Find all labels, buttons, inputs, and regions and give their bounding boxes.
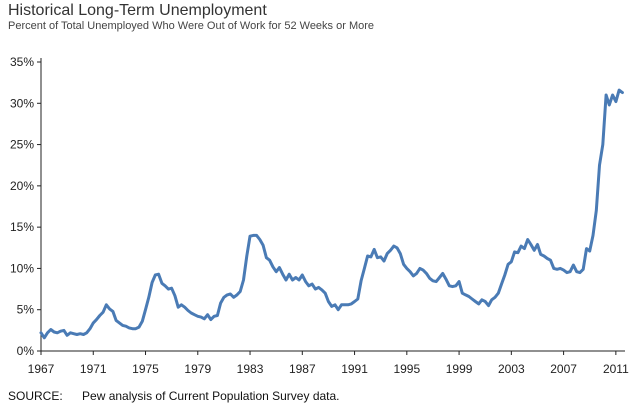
- x-tick-label: 2007: [550, 362, 577, 376]
- y-tick-label: 25%: [10, 138, 34, 152]
- chart-subtitle: Percent of Total Unemployed Who Were Out…: [8, 20, 375, 32]
- source-text: Pew analysis of Current Population Surve…: [82, 389, 340, 403]
- x-tick-label: 1971: [80, 362, 107, 376]
- x-tick-label: 1975: [132, 362, 159, 376]
- line-chart: 0% 5% 10% 15% 20% 25% 30% 35% 1967 1971 1975 1979 19…: [10, 55, 629, 376]
- x-tick-label: 2011: [603, 362, 629, 376]
- x-tick-label: 1999: [446, 362, 473, 376]
- x-tick-label: 1967: [28, 362, 55, 376]
- y-tick-label: 10%: [10, 261, 34, 275]
- source-label: SOURCE:: [8, 389, 63, 403]
- source-note: SOURCE: Pew analysis of Current Populati…: [8, 389, 340, 403]
- y-tick-label: 5%: [17, 303, 35, 317]
- x-tick-label: 1979: [184, 362, 211, 376]
- series-line: [39, 88, 624, 340]
- x-tick-label: 1991: [341, 362, 368, 376]
- y-tick-label: 20%: [10, 179, 34, 193]
- x-tick-label: 1983: [237, 362, 264, 376]
- x-tick-label: 1987: [289, 362, 316, 376]
- chart-title: Historical Long-Term Unemployment: [8, 2, 267, 19]
- y-tick-label: 0%: [17, 344, 35, 358]
- x-tick-label: 1995: [393, 362, 420, 376]
- y-tick-label: 35%: [10, 55, 34, 69]
- y-tick-label: 30%: [10, 96, 34, 110]
- x-tick-label: 2003: [498, 362, 525, 376]
- y-tick-label: 15%: [10, 220, 34, 234]
